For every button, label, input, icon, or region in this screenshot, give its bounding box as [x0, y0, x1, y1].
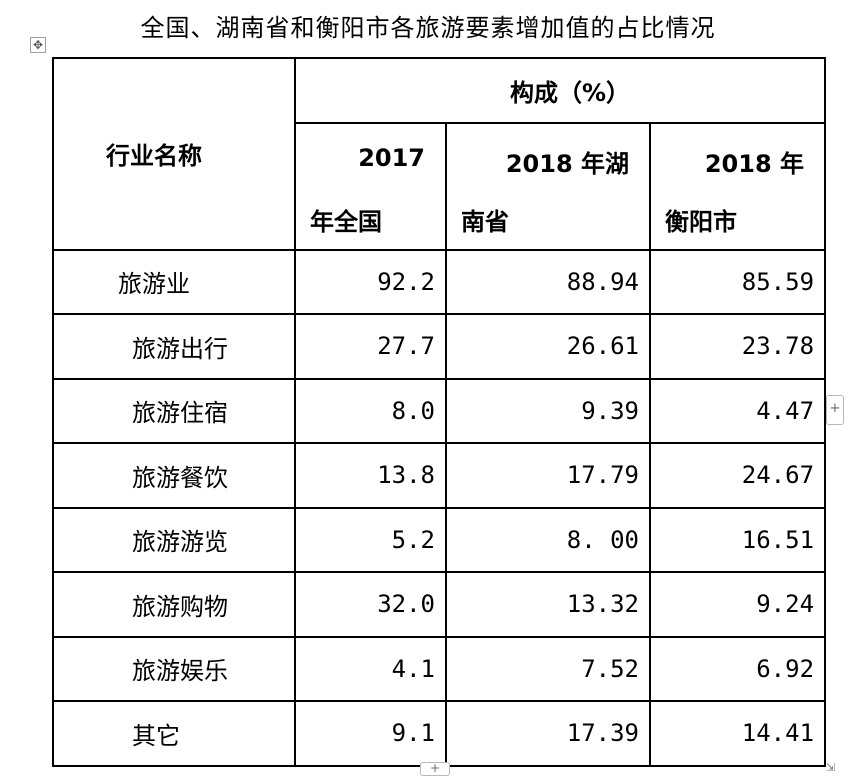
value-hengyang-2018: 4.47	[648, 377, 827, 444]
table-row: 其它 9.1 17.39 14.41	[52, 700, 827, 767]
row-name: 旅游业	[52, 248, 296, 315]
row-name: 旅游娱乐	[52, 635, 296, 702]
header-national-2017-line1: 2017	[358, 143, 425, 172]
value-hunan-2018: 8. 00	[445, 506, 651, 573]
value-national-2017: 4.1	[294, 635, 447, 702]
row-name: 旅游购物	[52, 571, 296, 638]
table-row: 旅游游览 5.2 8. 00 16.51	[52, 506, 827, 573]
table-row: 旅游餐饮 13.8 17.79 24.67	[52, 442, 827, 509]
table-row: 旅游住宿 8.0 9.39 4.47	[52, 377, 827, 444]
table-row: 旅游购物 32.0 13.32 9.24	[52, 571, 827, 638]
value-hunan-2018: 7.52	[445, 635, 651, 702]
row-name: 旅游出行	[52, 313, 296, 380]
value-national-2017: 27.7	[294, 313, 447, 380]
header-hunan-2018-line1: 2018 年湖	[505, 149, 629, 178]
table-resize-corner-icon[interactable]: ⇲	[826, 761, 836, 774]
value-hengyang-2018: 24.67	[648, 442, 827, 509]
value-national-2017: 8.0	[294, 377, 447, 444]
value-hunan-2018: 9.39	[445, 377, 651, 444]
header-industry-name: 行业名称	[52, 57, 296, 251]
value-hengyang-2018: 6.92	[648, 635, 827, 702]
value-hunan-2018: 17.79	[445, 442, 651, 509]
add-column-plus-icon[interactable]: +	[826, 395, 844, 425]
header-hunan-2018: 2018 年湖 南省	[445, 121, 651, 251]
row-name: 其它	[52, 700, 296, 767]
header-hengyang-2018-line1: 2018 年	[704, 149, 805, 178]
value-hengyang-2018: 85.59	[648, 248, 827, 315]
value-hunan-2018: 13.32	[445, 571, 651, 638]
value-hengyang-2018: 16.51	[648, 506, 827, 573]
value-hengyang-2018: 14.41	[648, 700, 827, 767]
value-national-2017: 13.8	[294, 442, 447, 509]
value-national-2017: 92.2	[294, 248, 447, 315]
table-row: 旅游娱乐 4.1 7.52 6.92	[52, 635, 827, 702]
row-name: 旅游游览	[52, 506, 296, 573]
table-row: 旅游业 92.2 88.94 85.59	[52, 248, 827, 315]
row-name: 旅游住宿	[52, 377, 296, 444]
header-hunan-2018-line2: 南省	[461, 207, 509, 236]
header-hengyang-2018-line2: 衡阳市	[665, 207, 737, 236]
table-move-handle-icon[interactable]: ✥	[30, 37, 46, 53]
value-hunan-2018: 17.39	[445, 700, 651, 767]
value-hengyang-2018: 9.24	[648, 571, 827, 638]
document-title: 全国、湖南省和衡阳市各旅游要素增加值的占比情况	[140, 14, 716, 42]
header-composition: 构成（%）	[293, 57, 827, 124]
value-hunan-2018: 26.61	[445, 313, 651, 380]
header-national-2017: 2017 年全国	[294, 121, 447, 251]
table-row: 旅游出行 27.7 26.61 23.78	[52, 313, 827, 380]
value-national-2017: 32.0	[294, 571, 447, 638]
data-table: 行业名称 构成（%） 2017 年全国 2018 年湖 南省 2018 年 衡阳…	[52, 57, 827, 767]
header-national-2017-line2: 年全国	[310, 207, 382, 236]
value-hengyang-2018: 23.78	[648, 313, 827, 380]
value-national-2017: 9.1	[294, 700, 447, 767]
value-national-2017: 5.2	[294, 506, 447, 573]
value-hunan-2018: 88.94	[445, 248, 651, 315]
row-name: 旅游餐饮	[52, 442, 296, 509]
header-hengyang-2018: 2018 年 衡阳市	[648, 121, 827, 251]
